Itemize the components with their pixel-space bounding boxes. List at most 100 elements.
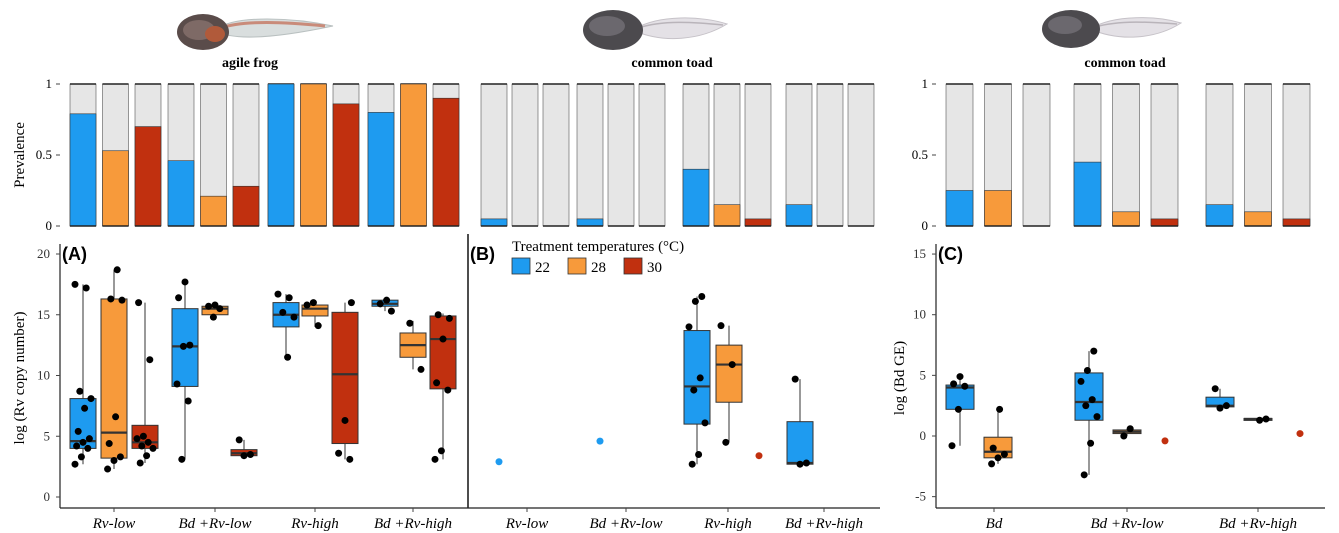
x-tick-label-a: Bd +Rv-low (178, 516, 251, 532)
common-toad-tadpole-image (583, 10, 728, 50)
legend-label-22: 22 (535, 260, 550, 276)
data-point-a-6-0 (284, 353, 292, 361)
data-point-a-0-11 (71, 280, 79, 288)
data-point-b-3-0 (722, 438, 730, 446)
data-point-single-c-7 (1296, 430, 1304, 438)
data-point-a-2-6 (139, 432, 147, 440)
data-point-a-9-2 (383, 296, 391, 304)
species-title-common-toad: common toad (631, 56, 713, 71)
prevalence-bar-a-3-2 (432, 97, 460, 227)
data-point-b-2-4 (696, 374, 704, 382)
data-point-a-1-4 (112, 413, 120, 421)
data-point-a-3-1 (184, 397, 192, 405)
data-point-c-0-0 (948, 442, 956, 450)
data-point-c-2-3 (1082, 402, 1090, 410)
data-point-a-0-2 (84, 444, 92, 452)
prevalence-bar-a-3-1 (400, 83, 427, 227)
prevalence-bar-bg-b-3-0 (785, 83, 813, 227)
x-tick-label-b: Rv-high (703, 516, 751, 532)
data-point-a-9-1 (376, 300, 384, 308)
data-point-a-0-4 (79, 438, 87, 446)
data-point-a-11-3 (433, 379, 441, 387)
data-point-a-6-3 (285, 294, 293, 302)
prevalence-bar-a-2-1 (300, 83, 327, 227)
prevalence-bar-bg-b-3-1 (816, 83, 844, 227)
y-axis-label-rv: log (Rv copy number) (12, 312, 28, 445)
data-point-c-1-4 (996, 405, 1004, 413)
prevalence-bar-c-0-0 (945, 190, 974, 227)
prevalence-bar-a-3-0 (367, 112, 395, 227)
legend-title: Treatment temperatures (°C) (512, 239, 684, 255)
data-point-a-0-6 (74, 427, 82, 435)
data-point-a-4-2 (205, 302, 213, 310)
prevalence-bar-b-3-0 (785, 204, 813, 227)
box-b-3 (715, 344, 743, 403)
data-point-c-2-6 (1083, 366, 1091, 374)
data-point-a-2-1 (143, 452, 151, 460)
prevalence-ytick-label: 1 (46, 76, 53, 91)
legend-swatch-22 (511, 257, 531, 275)
x-tick-label-b: Rv-low (505, 516, 549, 532)
data-point-c-3-0 (1120, 432, 1128, 440)
data-point-c-0-2 (961, 382, 969, 390)
data-point-a-0-5 (85, 435, 93, 443)
data-point-a-0-7 (81, 404, 89, 412)
data-point-c-2-1 (1087, 439, 1095, 447)
data-point-a-1-0 (104, 465, 112, 473)
data-point-c-6-0 (1256, 416, 1264, 424)
data-point-c-2-5 (1077, 377, 1085, 385)
panel-label-b: (B) (470, 244, 495, 264)
prevalence-bar-c-2-2 (1282, 218, 1311, 227)
ytick-label-a: 15 (37, 307, 50, 322)
x-tick-label-c: Bd (986, 516, 1003, 532)
prevalence-bar-a-2-0 (267, 83, 295, 227)
prevalence-bar-c-1-1 (1112, 211, 1140, 227)
species-title-common-toad-2: common toad (1084, 56, 1166, 71)
data-point-a-2-3 (138, 442, 146, 450)
data-point-a-3-6 (181, 278, 189, 286)
prevalence-bar-bg-b-1-2 (638, 83, 666, 227)
data-point-c-1-3 (989, 444, 997, 452)
prevalence-bar-bg-b-1-1 (607, 83, 635, 227)
data-point-a-3-5 (175, 294, 183, 302)
data-point-a-4-3 (211, 301, 219, 309)
prevalence-bar-b-1-0 (576, 218, 604, 227)
data-point-a-6-1 (290, 313, 298, 321)
x-tick-label-c: Bd +Rv-high (1219, 516, 1297, 532)
data-point-a-1-2 (116, 453, 124, 461)
data-point-a-2-4 (144, 438, 152, 446)
prevalence-ytick-label: 0 (922, 218, 929, 233)
data-point-b-2-7 (698, 293, 706, 301)
x-tick-label-a: Bd +Rv-high (374, 516, 452, 532)
data-point-a-2-7 (146, 356, 154, 364)
data-point-a-1-6 (107, 295, 115, 303)
data-point-a-0-9 (76, 387, 84, 395)
legend-swatch-30 (623, 257, 643, 275)
data-point-a-1-3 (105, 440, 113, 448)
data-point-c-2-4 (1088, 396, 1096, 404)
x-tick-label-a: Rv-high (290, 516, 338, 532)
prevalence-bar-a-1-2 (232, 185, 260, 227)
prevalence-bar-a-2-2 (332, 103, 360, 227)
data-point-a-8-2 (341, 416, 349, 424)
agile-frog-tadpole-image (177, 14, 334, 50)
box-a-1 (100, 298, 128, 459)
ytick-label-a: 10 (37, 368, 50, 383)
data-point-a-5-2 (235, 436, 243, 444)
prevalence-bar-b-2-0 (682, 168, 710, 227)
data-point-a-11-6 (434, 311, 442, 319)
data-point-a-1-5 (118, 296, 126, 304)
data-point-b-2-1 (695, 450, 703, 458)
prevalence-bar-bg-b-0-2 (542, 83, 570, 227)
prevalence-bar-bg-c-2-0 (1205, 83, 1234, 227)
prevalence-bar-c-2-1 (1244, 211, 1272, 227)
prevalence-bar-bg-b-0-1 (511, 83, 539, 227)
data-point-c-0-3 (950, 380, 958, 388)
x-tick-label-c: Bd +Rv-low (1090, 516, 1163, 532)
prevalence-bar-bg-b-2-2 (744, 83, 772, 227)
data-point-a-10-0 (417, 365, 425, 373)
ytick-label-a: 20 (37, 246, 50, 261)
data-point-a-7-2 (309, 299, 317, 307)
data-point-a-11-4 (439, 335, 447, 343)
